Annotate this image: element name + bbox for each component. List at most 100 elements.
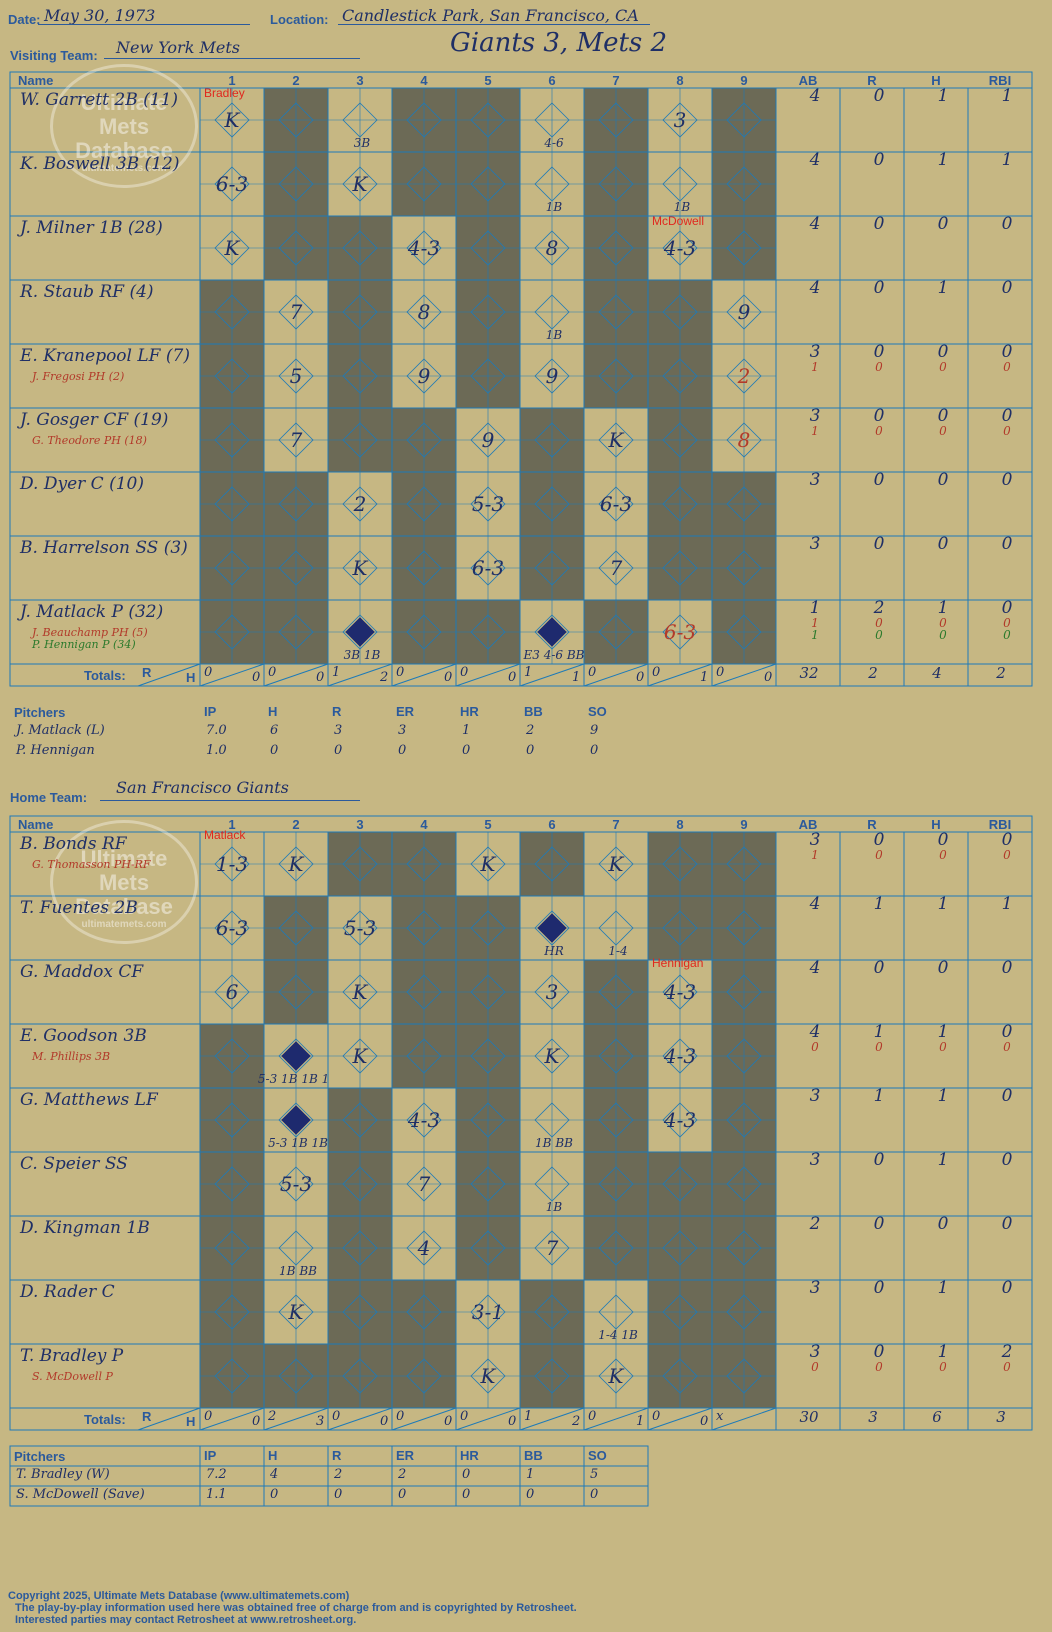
inning-runs: 1 (524, 1409, 533, 1424)
base-diamond (726, 294, 762, 330)
name-cell (9, 535, 201, 601)
base-diamond (214, 846, 250, 882)
base-diamond (598, 1294, 634, 1330)
batter-name: J. Gosger CF (19) (20, 410, 169, 430)
stat-h: 1 (937, 598, 949, 618)
location-value: Candlestick Park, San Francisco, CA (342, 6, 639, 25)
base-diamond (470, 1230, 506, 1266)
play-notation: 9 (546, 364, 559, 388)
col-inning-4-header: 4 (420, 73, 428, 88)
base-diamond (726, 1038, 762, 1074)
base-diamond (342, 1102, 378, 1138)
pitchers-label: Pitchers (14, 705, 66, 720)
base-diamond (534, 1230, 570, 1266)
inning-runs: 0 (588, 1409, 597, 1424)
base-diamond (342, 1230, 378, 1266)
pitcher-col-h: H (268, 704, 278, 719)
advance-notation: 1-4 (608, 944, 627, 958)
footer-line-3: Interested parties may contact Retroshee… (15, 1614, 357, 1626)
stat-sub2-h: 0 (939, 628, 947, 642)
base-diamond (342, 358, 378, 394)
game-total: 3 (996, 1408, 1006, 1426)
stat-h: 0 (937, 342, 949, 362)
sub-pitcher-name: P. Hennigan P (34) (32, 638, 136, 651)
base-diamond (598, 846, 634, 882)
inning-total-divider (711, 1407, 777, 1431)
base-diamond (406, 614, 442, 650)
stat-cell (839, 343, 905, 409)
stat-h: 0 (937, 830, 949, 850)
col-inning-9-header: 9 (740, 817, 748, 832)
base-diamond (726, 614, 762, 650)
base-diamond (534, 614, 570, 650)
inning-total-divider (199, 1407, 265, 1431)
stat-sub-r: 0 (875, 424, 883, 438)
name-cell (9, 343, 201, 409)
col-inning-3-header: 3 (356, 817, 364, 832)
stat-rbi: 0 (1001, 830, 1013, 850)
base-diamond (470, 230, 506, 266)
base-diamond (470, 294, 506, 330)
play-notation: 5-3 (344, 916, 376, 940)
play-notation: 8 (546, 236, 559, 260)
inning-total-divider (263, 1407, 329, 1431)
base-diamond (470, 358, 506, 394)
base-diamond (214, 230, 250, 266)
base-diamond (342, 1038, 378, 1074)
inning-runs: 1 (332, 665, 341, 680)
stat-cell (775, 471, 841, 537)
game-total: 6 (932, 1408, 942, 1426)
stat-h: 1 (937, 278, 949, 298)
base-diamond (278, 102, 314, 138)
inning-hits: 0 (700, 1414, 709, 1429)
name-cell (9, 1343, 201, 1409)
stat-cell (775, 1087, 841, 1153)
pitcher-stat: 2 (398, 1467, 407, 1482)
play-notation: 9 (738, 300, 751, 324)
advance-notation: 1B BB (535, 1136, 573, 1150)
stat-sub-h: 0 (939, 360, 947, 374)
inning-total-divider (391, 663, 457, 687)
base-diamond (662, 1102, 698, 1138)
pitcher-stat: 1 (526, 1467, 535, 1482)
base-diamond (470, 1166, 506, 1202)
col-inning-3-header: 3 (356, 73, 364, 88)
home-underline (100, 800, 360, 801)
pitcher-name: P. Hennigan (16, 743, 95, 758)
base-diamond (470, 1294, 506, 1330)
pitcher-stat: 6 (270, 723, 279, 738)
base-diamond (406, 910, 442, 946)
base-diamond (598, 1166, 634, 1202)
stat-h: 1 (937, 1022, 949, 1042)
pitcher-stat: 2 (334, 1467, 343, 1482)
stat-sub2-r: 0 (875, 628, 883, 642)
base-diamond (662, 166, 698, 202)
play-notation: K (608, 852, 625, 876)
play-notation: 6-3 (216, 172, 248, 196)
home-scorecard: 1-3 K K K6-3 5-3HR 1-46 K 3 4-35-3 1B 1B 1BK K 4-3… (9, 815, 1033, 1507)
base-diamond (598, 102, 634, 138)
inning-hits: 0 (444, 1414, 453, 1429)
inning-total-divider (647, 1407, 713, 1431)
run-scored-diamond (281, 1105, 311, 1135)
inning-hits: 0 (508, 1414, 517, 1429)
base-diamond (726, 486, 762, 522)
base-diamond (662, 230, 698, 266)
location-label: Location: (270, 12, 329, 27)
stat-h: 1 (937, 1278, 949, 1298)
stat-ab: 3 (809, 1278, 821, 1298)
sub-batter-name: M. Phillips 3B (32, 1050, 111, 1063)
base-diamond (470, 974, 506, 1010)
pitcher-col-hr: HR (460, 1448, 479, 1463)
stat-cell (839, 407, 905, 473)
stat-cell (775, 1023, 841, 1089)
base-diamond (534, 102, 570, 138)
stat-sub-r: 0 (875, 360, 883, 374)
pitcher-col-hr: HR (460, 704, 479, 719)
stat-ab: 3 (809, 1342, 821, 1362)
pitcher-col-h: H (268, 1448, 278, 1463)
date-underline (38, 24, 250, 25)
pitcher-stat: 1.1 (206, 1487, 227, 1502)
stat-cell (903, 1087, 969, 1153)
col-ab-header: AB (798, 73, 818, 88)
